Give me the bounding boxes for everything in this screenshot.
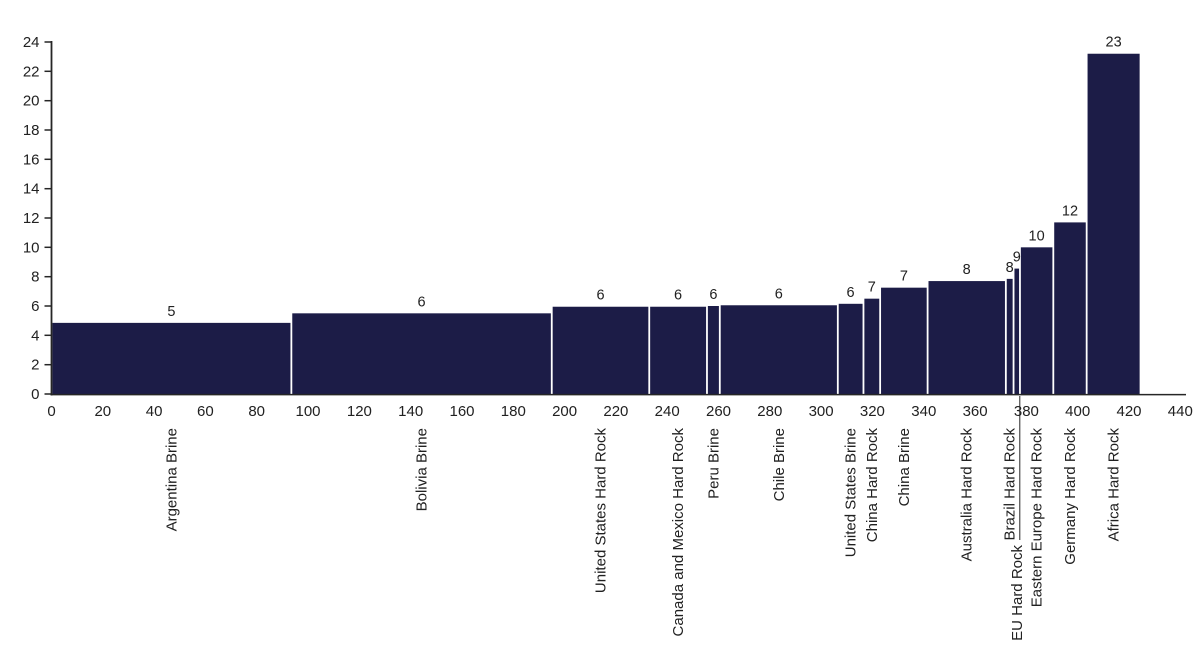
y-tick-label: 18: [23, 122, 40, 139]
bar-eu-hard-rock: [1014, 268, 1020, 394]
y-tick-label: 2: [31, 357, 39, 374]
x-tick-label: 420: [1116, 403, 1141, 420]
y-tick-label: 0: [31, 386, 39, 403]
bar-bolivia-brine: [292, 313, 551, 394]
x-tick-label: 0: [47, 403, 55, 420]
y-tick-label: 24: [23, 34, 40, 51]
x-tick-label: 160: [449, 403, 474, 420]
bar-peru-brine: [707, 306, 719, 394]
x-tick-label: 60: [197, 403, 214, 420]
x-tick-label: 400: [1065, 403, 1090, 420]
bar-value-label: 9: [1013, 250, 1021, 266]
category-label: Africa Hard Rock: [1106, 428, 1123, 542]
x-tick-label: 280: [757, 403, 782, 420]
bar-argentina-brine: [52, 322, 291, 394]
bar-value-label: 5: [167, 304, 175, 320]
x-tick-label: 380: [1014, 403, 1039, 420]
bar-chile-brine: [720, 305, 837, 394]
x-axis-ticks-group: 0 20 40 60 80 100 120 140 160 180 200 220 240 260 280 3…: [47, 403, 1192, 420]
bar-value-label: 8: [1006, 260, 1014, 276]
category-label: Chile Brine: [771, 428, 788, 501]
bar-germany-hard-rock: [1054, 222, 1086, 394]
category-label: Australia Hard Rock: [959, 428, 976, 562]
y-tick-label: 6: [31, 298, 39, 315]
bar-brazil-hard-rock: [1006, 278, 1013, 394]
bar-value-label: 6: [674, 288, 682, 304]
category-label: Eastern Europe Hard Rock: [1029, 428, 1046, 608]
y-tick-label: 10: [23, 239, 40, 256]
x-tick-label: 260: [706, 403, 731, 420]
y-tick-label: 14: [23, 181, 40, 198]
x-tick-label: 220: [603, 403, 628, 420]
bar-china-brine: [881, 287, 927, 394]
bar-value-label: 7: [900, 269, 908, 285]
x-tick-label: 180: [501, 403, 526, 420]
bar-australia-hard-rock: [928, 281, 1005, 394]
bar-value-label: 6: [418, 294, 426, 310]
bar-united-states-brine: [838, 303, 863, 394]
y-tick-label: 22: [23, 63, 40, 80]
bar-value-label: 10: [1029, 228, 1045, 244]
category-labels-group: Argentina Brine Bolivia Brine United State…: [163, 396, 1123, 641]
bar-canada-and-mexico-hard-rock: [650, 306, 707, 394]
x-tick-label: 200: [552, 403, 577, 420]
bar-value-label: 6: [709, 287, 717, 303]
bar-eastern-europe-hard-rock: [1020, 247, 1053, 394]
bar-value-label: 6: [847, 285, 855, 301]
y-tick-label: 8: [31, 269, 39, 286]
category-label: Canada and Mexico Hard Rock: [670, 428, 687, 637]
x-tick-label: 100: [295, 403, 320, 420]
bar-china-hard-rock: [864, 298, 880, 394]
bar-value-label: 23: [1106, 35, 1122, 51]
bar-value-label: 8: [963, 262, 971, 278]
category-label: Argentina Brine: [163, 428, 180, 531]
category-label: China Hard Rock: [864, 428, 881, 543]
x-tick-label: 140: [398, 403, 423, 420]
x-tick-label: 40: [146, 403, 163, 420]
category-label: United States Hard Rock: [593, 428, 610, 594]
x-tick-label: 80: [248, 403, 265, 420]
y-tick-label: 16: [23, 151, 40, 168]
x-tick-label: 20: [94, 403, 111, 420]
x-tick-label: 440: [1168, 403, 1193, 420]
y-tick-label: 20: [23, 93, 40, 110]
category-label: EU Hard Rock: [1009, 545, 1026, 641]
bar-value-label: 12: [1062, 203, 1078, 219]
x-tick-label: 340: [911, 403, 936, 420]
bar-value-label: 6: [596, 288, 604, 304]
x-tick-label: 360: [963, 403, 988, 420]
category-label: United States Brine: [843, 428, 860, 557]
bar-united-states-hard-rock: [552, 306, 649, 394]
bar-value-label: 7: [868, 280, 876, 296]
category-label: Peru Brine: [705, 428, 722, 499]
category-label: Bolivia Brine: [414, 428, 431, 511]
y-tick-label: 4: [31, 327, 39, 344]
x-tick-label: 120: [347, 403, 372, 420]
x-tick-label: 320: [860, 403, 885, 420]
bar-value-label: 6: [775, 286, 783, 302]
category-label: China Brine: [896, 428, 913, 506]
y-tick-label: 12: [23, 210, 40, 227]
x-tick-label: 240: [655, 403, 680, 420]
bars-group: [52, 53, 1140, 394]
bar-africa-hard-rock: [1087, 53, 1140, 394]
x-tick-label: 300: [809, 403, 834, 420]
category-label: Germany Hard Rock: [1062, 428, 1079, 565]
category-label: Brazil Hard Rock: [1002, 428, 1019, 541]
